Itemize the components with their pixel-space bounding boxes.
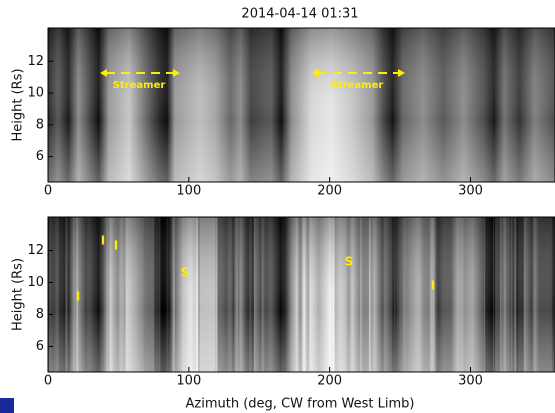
x-tick-label: 0 <box>44 374 52 389</box>
x-tick-label: 300 <box>458 184 483 199</box>
image-shading <box>48 217 555 372</box>
x-tick-label: 300 <box>458 374 483 389</box>
x-tick-label: 0 <box>44 184 52 199</box>
annotation: S <box>181 266 190 280</box>
y-tick-label: 8 <box>36 307 44 322</box>
annotation: I <box>101 234 105 248</box>
image-shading <box>48 28 555 182</box>
plot-frame <box>47 27 555 183</box>
annotation: Streamer <box>113 80 166 91</box>
plot-frame <box>47 216 555 373</box>
y-axis-label: Height (Rs) <box>11 68 26 141</box>
x-tick-label: 100 <box>176 184 201 199</box>
x-tick-label: 100 <box>176 374 201 389</box>
y-tick-label: 8 <box>36 117 44 132</box>
annotation: I <box>431 279 435 293</box>
corner-marker <box>0 398 14 413</box>
x-tick-label: 200 <box>317 374 342 389</box>
y-axis-label: Height (Rs) <box>11 258 26 331</box>
y-tick-label: 6 <box>36 339 44 354</box>
annotation: Streamer <box>331 80 384 91</box>
annotation: S <box>345 255 354 269</box>
y-tick-label: 12 <box>27 243 44 258</box>
y-tick-label: 10 <box>27 86 44 101</box>
chart-title: 2014-04-14 01:31 <box>241 7 358 22</box>
y-tick-label: 12 <box>27 54 44 69</box>
y-tick-label: 10 <box>27 275 44 290</box>
y-tick-label: 6 <box>36 149 44 164</box>
annotation: I <box>114 239 118 253</box>
x-axis-label: Azimuth (deg, CW from West Limb) <box>186 397 415 412</box>
annotation: I <box>76 290 80 304</box>
x-tick-label: 200 <box>317 184 342 199</box>
